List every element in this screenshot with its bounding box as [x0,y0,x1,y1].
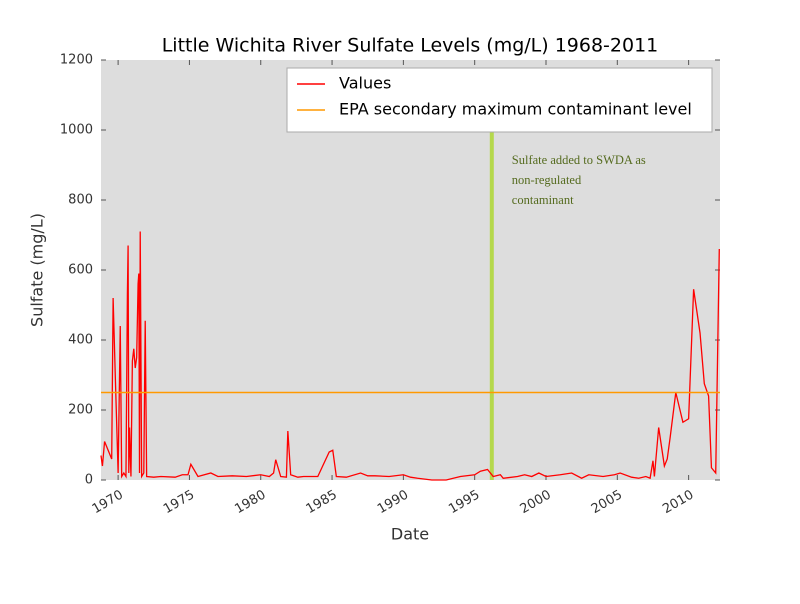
legend-label: Values [339,74,391,93]
x-tick-label: 2000 [518,488,554,518]
x-tick-label: 1990 [375,488,411,518]
y-tick-label: 600 [68,263,93,278]
x-tick-label: 1995 [446,488,482,518]
annotation-text: contaminant [512,193,574,207]
annotation-text: non-regulated [512,173,582,187]
y-tick-label: 800 [68,193,93,208]
data-line [100,231,720,481]
y-tick-label: 400 [68,333,93,348]
y-tick-label: 200 [68,403,93,418]
x-tick-label: 1980 [232,488,268,518]
y-tick-label: 1200 [60,53,93,68]
x-tick-label: 2010 [660,488,696,518]
annotation-text: Sulfate added to SWDA as [512,153,646,167]
x-tick-label: 2005 [589,488,625,518]
x-tick-label: 1975 [161,488,197,518]
y-axis-label: Sulfate (mg/L) [28,213,47,327]
legend-box [286,67,713,133]
y-tick-label: 1000 [60,123,93,138]
x-axis-label: Date [391,525,429,544]
legend-label: EPA secondary maximum contaminant level [339,100,692,119]
chart-title: Little Wichita River Sulfate Levels (mg/… [162,35,659,57]
y-tick-label: 0 [85,473,93,488]
x-tick-label: 1970 [90,488,126,518]
x-tick-label: 1985 [304,488,340,518]
